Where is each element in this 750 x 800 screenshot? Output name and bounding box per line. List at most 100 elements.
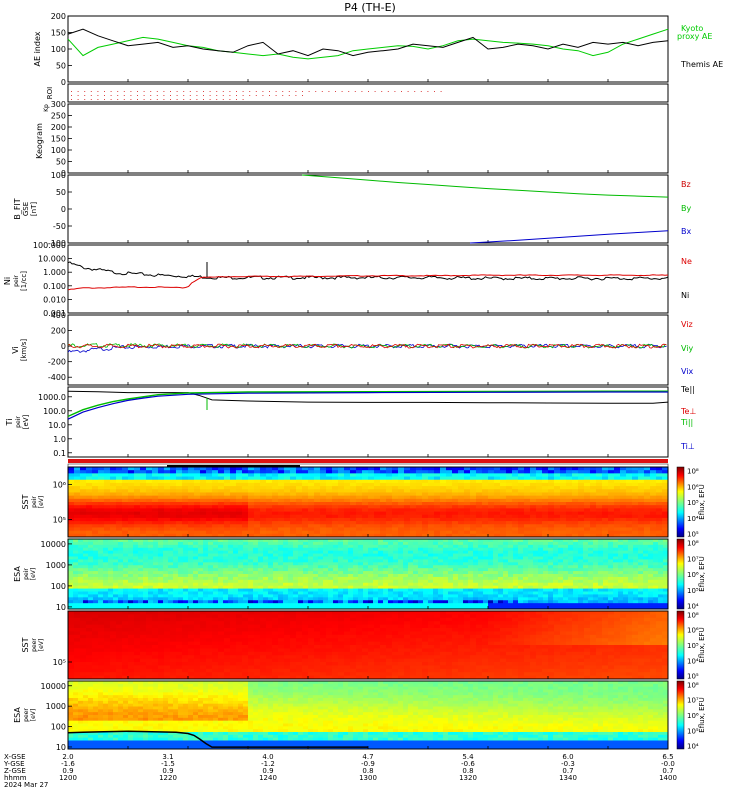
spectrogram-cell <box>258 576 264 581</box>
spectrogram-cell <box>512 473 519 477</box>
spectrogram-cell <box>470 517 477 522</box>
spectrogram-cell <box>348 556 354 560</box>
spectrogram-cell <box>448 588 454 592</box>
spectrogram-cell <box>566 479 573 484</box>
spectrogram-cell <box>278 482 285 487</box>
spectrogram-cell <box>328 565 334 569</box>
spectrogram-cell <box>98 467 105 471</box>
spectrogram-cell <box>650 495 657 500</box>
spectrogram-cell <box>88 541 94 546</box>
spectrogram-cell <box>188 541 194 546</box>
spectrogram-cell <box>488 479 495 484</box>
spectrogram-cell <box>428 495 435 500</box>
spectrogram-cell <box>308 541 314 546</box>
spectrogram-cell <box>228 579 234 584</box>
spectrogram-cell <box>523 539 529 543</box>
spectrogram-cell <box>533 565 539 569</box>
spectrogram-cell <box>638 514 645 519</box>
spectrogram-cell <box>568 556 574 560</box>
spectrogram-cell <box>488 502 495 506</box>
spectrogram-cell <box>278 470 285 474</box>
spectrogram-cell <box>458 498 465 503</box>
density-tick-label: 10.000 <box>38 255 66 264</box>
spectrogram-cell <box>118 594 124 598</box>
spectrogram-cell <box>434 498 441 503</box>
spectrogram-cell <box>656 514 663 519</box>
spectrogram-cell <box>373 576 379 581</box>
spectrogram-cell <box>368 473 375 477</box>
spectrogram-cell <box>373 594 379 598</box>
spectrogram-cell <box>333 547 339 552</box>
spectrogram-cell <box>428 492 435 497</box>
spectrogram-cell <box>404 489 411 493</box>
spectrogram-cell <box>238 553 244 557</box>
spectrogram-cell <box>260 527 267 532</box>
spectrogram-cell <box>590 482 597 487</box>
spectrogram-cell <box>203 565 209 569</box>
spectrogram-cell <box>233 550 239 554</box>
spectrogram-cell <box>614 514 621 519</box>
spectrogram-cell <box>88 547 94 552</box>
spectrogram-cell <box>128 539 134 543</box>
spectrogram-cell <box>243 600 249 604</box>
spectrogram-cell <box>83 603 89 607</box>
spectrogram-cell <box>518 489 525 493</box>
spectrogram-cell <box>482 495 489 500</box>
spectrogram-cell <box>182 527 189 532</box>
spectrogram-cell <box>422 505 429 509</box>
spectrogram-cell <box>200 476 207 481</box>
spectrogram-cell <box>350 530 357 535</box>
spectrogram-cell <box>478 562 484 566</box>
spectrogram-cell <box>133 574 139 578</box>
spectrogram-cell <box>224 521 231 525</box>
spectrogram-cell <box>134 517 141 522</box>
spectrogram-cell <box>170 486 177 490</box>
spectrogram-cell <box>523 559 529 563</box>
spectrogram-cell <box>374 489 381 493</box>
spectrogram-cell <box>308 492 315 497</box>
spectrogram-cell <box>148 547 154 552</box>
spectrogram-cell <box>513 591 519 595</box>
spectrogram-cell <box>228 582 234 587</box>
spectrogram-cell <box>536 508 543 512</box>
spectrogram-cell <box>422 498 429 503</box>
spectrogram-cell <box>656 530 663 535</box>
spectrogram-cell <box>548 606 554 610</box>
spectrogram-cell <box>208 597 214 601</box>
spectrogram-cell <box>536 467 543 471</box>
spectrogram-cell <box>253 591 259 595</box>
spectrogram-cell <box>563 576 569 581</box>
roi-dot <box>130 95 132 96</box>
spectrogram-cell <box>148 606 154 610</box>
spectrogram-cell <box>626 521 633 525</box>
spectrogram-cell <box>134 505 141 509</box>
spectrogram-cell <box>158 473 165 477</box>
spectrogram-cell <box>363 597 369 601</box>
spectrogram-cell <box>223 606 229 610</box>
spectrogram-cell <box>353 574 359 578</box>
spectrogram-cell <box>173 591 179 595</box>
spectrogram-cell <box>443 568 449 572</box>
spectrogram-cell <box>118 550 124 554</box>
spectrogram-cell <box>482 514 489 519</box>
spectrogram-cell <box>193 597 199 601</box>
velocity-tick-label: 400 <box>51 311 66 320</box>
spectrogram-cell <box>458 547 464 552</box>
spectrogram-cell <box>242 508 249 512</box>
spectrogram-cell <box>558 568 564 572</box>
spectrogram-cell <box>183 547 189 552</box>
spectrogram-cell <box>208 579 214 584</box>
spectrogram-cell <box>662 521 669 525</box>
spectrogram-cell <box>620 511 627 516</box>
spectrogram-cell <box>358 556 364 560</box>
spectrogram-cell <box>403 600 409 604</box>
spectrogram-cell <box>508 606 514 610</box>
spectrogram-cell <box>386 524 393 528</box>
spectrogram-cell <box>518 476 525 481</box>
spectrogram-cell <box>368 489 375 493</box>
spectrogram-cell <box>478 574 484 578</box>
spectrogram-cell <box>228 576 234 581</box>
spectrogram-cell <box>278 492 285 497</box>
spectrogram-cell <box>313 541 319 546</box>
spectrogram-cell <box>283 606 289 610</box>
